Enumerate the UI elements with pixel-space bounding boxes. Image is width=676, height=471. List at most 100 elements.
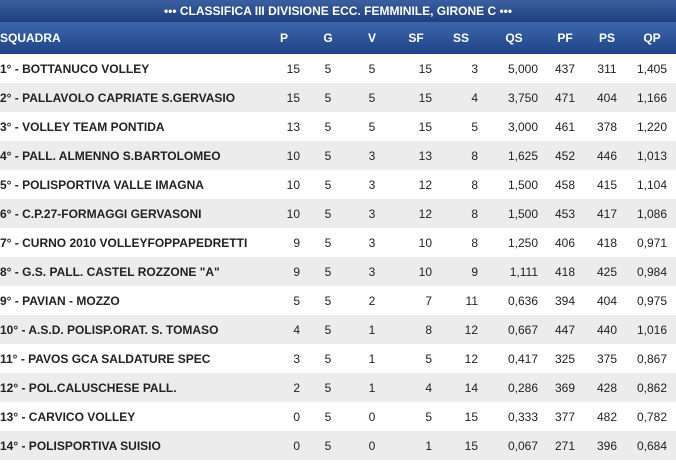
cell-qp: 0,971 [636, 235, 668, 250]
cell-p: 13 [286, 119, 300, 134]
cell-ps: 417 [596, 206, 618, 221]
cell-pf: 461 [554, 119, 576, 134]
cell-ps: 482 [596, 409, 618, 424]
cell-qp: 0,984 [636, 264, 668, 279]
cell-p: 10 [286, 148, 300, 163]
cell-g: 5 [324, 409, 332, 424]
cell-sf: 5 [425, 351, 432, 366]
cell-qs: 1,500 [507, 206, 538, 221]
cell-ps: 378 [596, 119, 618, 134]
cell-pf: 271 [554, 438, 576, 453]
cell-ss: 8 [471, 206, 478, 221]
column-header-sf[interactable]: SF [408, 31, 424, 45]
cell-p: 3 [293, 351, 300, 366]
table-row: 1° - BOTTANUCO VOLLEY 15 5 5 15 3 5,000 437 311 1… [0, 54, 676, 83]
cell-qs: 0,067 [507, 438, 538, 453]
cell-team[interactable]: 10° - A.S.D. POLISP.ORAT. S. TOMASO [0, 322, 219, 337]
cell-team[interactable]: 9° - PAVIAN - MOZZO [0, 293, 120, 308]
cell-qs: 0,333 [507, 409, 538, 424]
cell-ss: 8 [471, 148, 478, 163]
cell-qs: 1,625 [507, 148, 538, 163]
cell-qs: 0,636 [507, 293, 538, 308]
cell-ps: 375 [596, 351, 618, 366]
cell-team[interactable]: 12° - POL.CALUSCHESE PALL. [0, 380, 177, 395]
cell-qs: 3,750 [507, 90, 538, 105]
cell-g: 5 [324, 90, 332, 105]
cell-v: 3 [368, 148, 376, 163]
cell-ss: 15 [464, 409, 478, 424]
table-row: 7° - CURNO 2010 VOLLEYFOPPAPEDRETTI 9 5 3 10… [0, 228, 676, 257]
cell-sf: 7 [425, 293, 432, 308]
cell-v: 2 [368, 293, 376, 308]
column-header-g[interactable]: G [323, 31, 333, 45]
column-header-v[interactable]: V [367, 31, 376, 45]
table-row: 11° - PAVOS GCA SALDATURE SPEC 3 5 1 5 12 0,41… [0, 344, 676, 373]
cell-pf: 418 [554, 264, 576, 279]
cell-sf: 13 [418, 148, 432, 163]
column-header-pf[interactable]: PF [557, 31, 573, 45]
cell-p: 10 [286, 206, 300, 221]
cell-pf: 377 [554, 409, 576, 424]
cell-qp: 1,405 [636, 61, 668, 76]
cell-qp: 0,975 [636, 293, 668, 308]
cell-team[interactable]: 13° - CARVICO VOLLEY [0, 409, 136, 424]
cell-team[interactable]: 14° - POLISPORTIVA SUISIO [0, 438, 161, 453]
cell-sf: 15 [418, 119, 432, 134]
cell-qp: 0,684 [636, 438, 668, 453]
table-row: 10° - A.S.D. POLISP.ORAT. S. TOMASO 4 5 1 8 1… [0, 315, 676, 344]
cell-team[interactable]: 5° - POLISPORTIVA VALLE IMAGNA [0, 177, 204, 192]
cell-sf: 15 [418, 61, 432, 76]
cell-pf: 325 [554, 351, 576, 366]
column-header-ss[interactable]: SS [452, 31, 469, 45]
cell-ss: 3 [471, 61, 478, 76]
column-header-qp[interactable]: QP [643, 31, 661, 45]
column-header-qs[interactable]: QS [505, 31, 523, 45]
table-row: 4° - PALL. ALMENNO S.BARTOLOMEO 10 5 3 13 8 1,… [0, 141, 676, 170]
cell-qs: 3,000 [507, 119, 538, 134]
cell-pf: 458 [554, 177, 576, 192]
cell-team[interactable]: 6° - C.P.27-FORMAGGI GERVASONI [0, 206, 202, 221]
cell-v: 1 [368, 322, 376, 337]
cell-ps: 428 [596, 380, 618, 395]
cell-ps: 446 [596, 148, 618, 163]
cell-sf: 4 [425, 380, 432, 395]
cell-team[interactable]: 4° - PALL. ALMENNO S.BARTOLOMEO [0, 148, 221, 163]
column-header-ps[interactable]: PS [598, 31, 615, 45]
cell-ss: 12 [464, 322, 478, 337]
cell-qp: 0,867 [636, 351, 668, 366]
cell-ps: 415 [596, 177, 618, 192]
cell-v: 5 [368, 90, 376, 105]
table-row: 5° - POLISPORTIVA VALLE IMAGNA 10 5 3 12 8 1,5… [0, 170, 676, 199]
cell-pf: 394 [554, 293, 576, 308]
cell-p: 2 [293, 380, 300, 395]
header-row: SQUADRA P G V SF SS QS PF PS QP [0, 22, 676, 54]
cell-team[interactable]: 8° - G.S. PALL. CASTEL ROZZONE "A" [0, 264, 220, 279]
column-header-squadra[interactable]: SQUADRA [0, 31, 61, 45]
cell-team[interactable]: 7° - CURNO 2010 VOLLEYFOPPAPEDRETTI [0, 235, 248, 250]
table-row: 3° - VOLLEY TEAM PONTIDA 13 5 5 15 5 3,000 461 3… [0, 112, 676, 141]
cell-g: 5 [324, 148, 332, 163]
cell-v: 3 [368, 235, 376, 250]
cell-sf: 10 [418, 235, 432, 250]
cell-ss: 14 [464, 380, 478, 395]
table-row: 14° - POLISPORTIVA SUISIO 0 5 0 1 15 0,067 271 3… [0, 431, 676, 460]
cell-qs: 1,111 [509, 264, 538, 279]
cell-ps: 396 [596, 438, 618, 453]
cell-sf: 12 [418, 206, 432, 221]
table-row: 9° - PAVIAN - MOZZO 5 5 2 7 11 0,636 394 404 0,97… [0, 286, 676, 315]
column-header-p[interactable]: P [279, 31, 288, 45]
cell-pf: 437 [554, 61, 576, 76]
cell-team[interactable]: 11° - PAVOS GCA SALDATURE SPEC [0, 351, 211, 366]
table-row: 2° - PALLAVOLO CAPRIATE S.GERVASIO 15 5 5 15… [0, 83, 676, 112]
cell-team[interactable]: 1° - BOTTANUCO VOLLEY [0, 61, 150, 76]
cell-v: 0 [368, 409, 376, 424]
cell-team[interactable]: 2° - PALLAVOLO CAPRIATE S.GERVASIO [0, 90, 236, 105]
cell-g: 5 [324, 177, 332, 192]
cell-team[interactable]: 3° - VOLLEY TEAM PONTIDA [0, 119, 165, 134]
cell-p: 4 [293, 322, 300, 337]
cell-qp: 0,782 [636, 409, 668, 424]
cell-g: 5 [324, 61, 332, 76]
standings-body: 1° - BOTTANUCO VOLLEY 15 5 5 15 3 5,000 437 311 1… [0, 54, 676, 460]
cell-sf: 12 [418, 177, 432, 192]
cell-qp: 0,862 [636, 380, 668, 395]
